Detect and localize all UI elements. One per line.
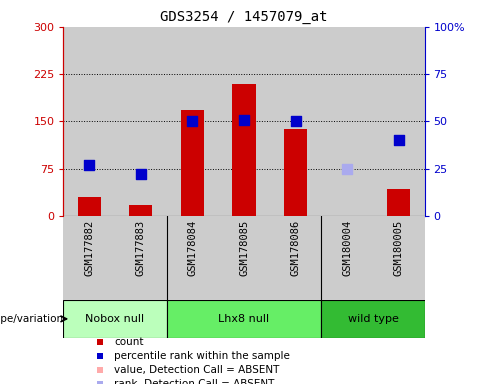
Point [137,171,145,177]
Point [292,118,300,124]
Text: Lhx8 null: Lhx8 null [219,314,269,324]
Text: GSM180004: GSM180004 [342,220,352,276]
Text: Nobox null: Nobox null [85,314,144,324]
Bar [284,129,307,216]
Bar [373,27,425,216]
Bar [387,189,410,216]
Bar [115,216,166,300]
Text: GSM180005: GSM180005 [394,220,404,276]
Text: GSM177882: GSM177882 [84,220,94,276]
Text: GSM178084: GSM178084 [187,220,198,276]
Bar [129,205,152,216]
Bar [166,216,218,300]
Bar [270,27,322,216]
Point [343,166,351,172]
Text: value, Detection Call = ABSENT: value, Detection Call = ABSENT [114,365,279,375]
Bar [218,216,270,300]
Bar [322,27,373,216]
Point [188,118,196,124]
Bar [166,300,322,338]
Title: GDS3254 / 1457079_at: GDS3254 / 1457079_at [160,10,328,25]
Point [395,137,403,143]
Bar [166,27,218,216]
Text: GSM177883: GSM177883 [136,220,146,276]
Point [240,116,248,122]
Bar [63,27,115,216]
Text: count: count [114,338,143,348]
Text: wild type: wild type [347,314,398,324]
Bar [322,216,373,300]
Bar [270,216,322,300]
Bar [63,216,115,300]
Bar [232,84,256,216]
Point [85,162,93,168]
Bar [115,27,166,216]
Text: rank, Detection Call = ABSENT: rank, Detection Call = ABSENT [114,379,274,384]
Bar [373,216,425,300]
Text: GSM178086: GSM178086 [290,220,301,276]
Bar [63,300,166,338]
Text: percentile rank within the sample: percentile rank within the sample [114,351,290,361]
Bar [181,110,204,216]
Bar [322,300,425,338]
Text: GSM178085: GSM178085 [239,220,249,276]
Text: genotype/variation: genotype/variation [0,314,63,324]
Bar [78,197,101,216]
Bar [218,27,270,216]
